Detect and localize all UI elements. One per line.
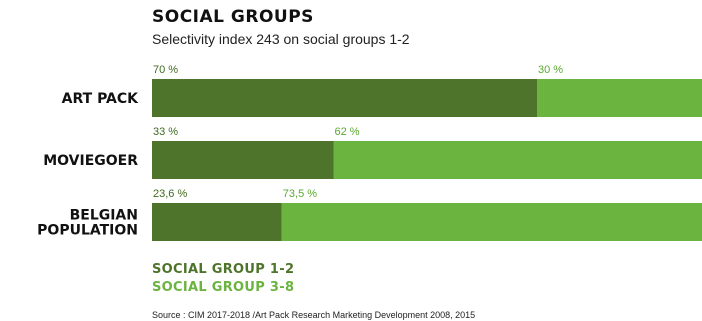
bar-group-1-2-0 bbox=[152, 79, 537, 117]
data-label-group-3-8-2: 73,5 % bbox=[283, 188, 317, 200]
bar-group-1-2-1 bbox=[152, 141, 334, 179]
data-label-group-1-2-1: 33 % bbox=[153, 126, 178, 138]
bar-group-3-8-0 bbox=[537, 79, 702, 117]
legend-entry-group-3-8: SOCIAL GROUP 3-8 bbox=[152, 280, 295, 295]
data-label-group-1-2-0: 70 % bbox=[153, 64, 178, 76]
chart-subtitle: Selectivity index 243 on social groups 1… bbox=[152, 31, 410, 47]
category-label-2-line-1: POPULATION bbox=[37, 223, 138, 239]
data-label-group-1-2-2: 23,6 % bbox=[153, 188, 187, 200]
bar-group-3-8-2 bbox=[281, 203, 702, 241]
chart-title: SOCIAL GROUPS bbox=[152, 7, 314, 27]
bar-group-3-8-1 bbox=[333, 141, 702, 179]
category-label-2-line-0: BELGIAN bbox=[70, 208, 138, 224]
source-note: Source : CIM 2017-2018 /Art Pack Researc… bbox=[152, 310, 476, 320]
data-label-group-3-8-1: 62 % bbox=[335, 126, 360, 138]
bar-group-1-2-2 bbox=[152, 203, 282, 241]
legend-entry-group-1-2: SOCIAL GROUP 1-2 bbox=[152, 262, 295, 277]
category-label-1: MOVIEGOER bbox=[43, 153, 138, 169]
data-label-group-3-8-0: 30 % bbox=[538, 64, 563, 76]
category-label-0: ART PACK bbox=[62, 91, 139, 107]
